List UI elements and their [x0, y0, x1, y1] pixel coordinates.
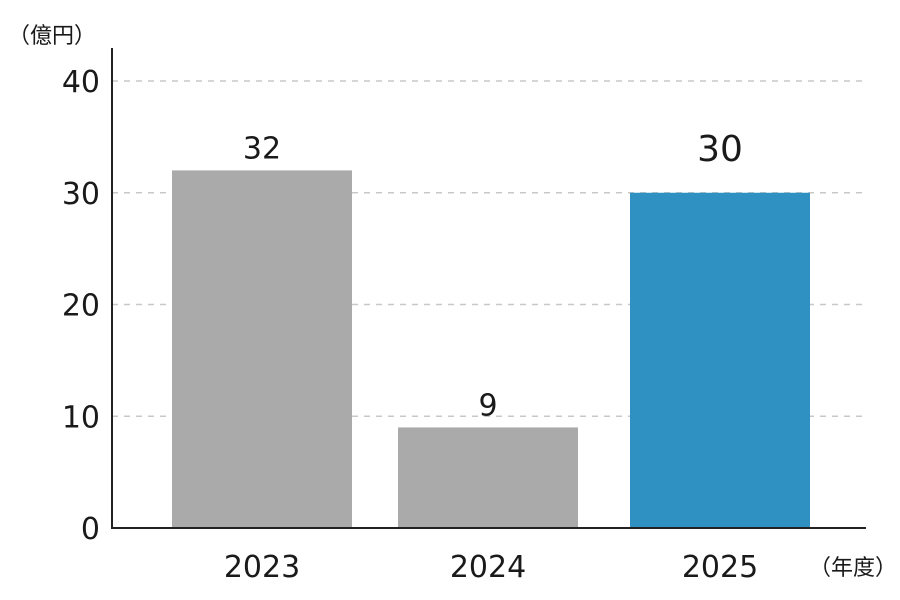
x-tick-labels: 2023 2024 2025 — [224, 550, 758, 585]
bar-2023 — [172, 170, 352, 528]
x-tick-label-2025: 2025 — [682, 550, 758, 585]
bar-2025 — [630, 192, 810, 528]
data-label-2024: 9 — [478, 388, 497, 423]
x-tick-label-2023: 2023 — [224, 550, 300, 585]
x-unit-label: （年度） — [809, 556, 897, 581]
y-unit-label: （億円） — [8, 24, 96, 49]
data-labels: 32 9 30 — [243, 129, 743, 424]
y-tick-label: 20 — [62, 289, 100, 324]
y-tick-label: 0 — [81, 512, 100, 547]
y-tick-label: 40 — [62, 65, 100, 100]
data-label-2025: 30 — [697, 129, 743, 170]
x-tick-label-2024: 2024 — [450, 550, 526, 585]
bar-2024 — [398, 427, 578, 528]
data-label-2023: 32 — [243, 131, 281, 166]
bars — [172, 170, 810, 528]
y-tick-label: 30 — [62, 177, 100, 212]
y-tick-labels: 0 10 20 30 40 — [62, 65, 100, 547]
y-tick-label: 10 — [62, 400, 100, 435]
